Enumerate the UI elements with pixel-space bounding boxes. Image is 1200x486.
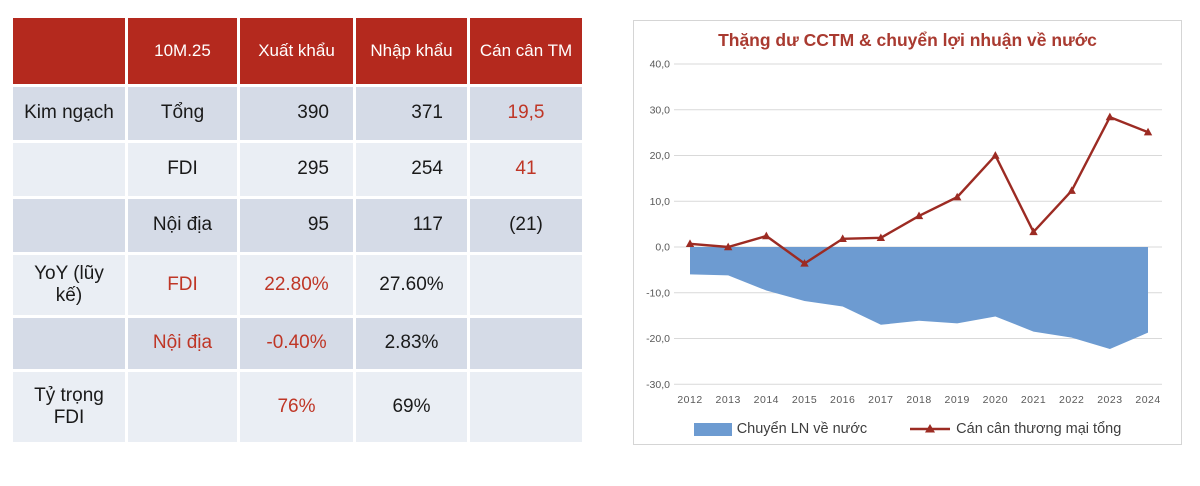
table-cell: 390 (240, 87, 353, 140)
legend-label-line: Cán cân thương mại tổng (956, 421, 1122, 437)
chart-legend: Chuyển LN về nước Cán cân thương mại tổn… (634, 421, 1181, 437)
table-row: FDI 295 254 41 (13, 143, 582, 196)
legend-item-line: Cán cân thương mại tổng (909, 421, 1121, 437)
table-row: YoY (lũy kế) FDI 22.80% 27.60% (13, 255, 582, 315)
table-cell: 19,5 (470, 87, 582, 140)
svg-text:-30,0: -30,0 (646, 379, 670, 391)
table-cell (13, 318, 125, 369)
line-marker-icon (910, 424, 951, 433)
table-cell: (21) (470, 199, 582, 252)
line-series (689, 115, 1149, 265)
svg-text:2023: 2023 (1097, 394, 1122, 406)
table-cell: 76% (240, 372, 353, 442)
svg-text:2019: 2019 (945, 394, 970, 406)
table-row: Tỷ trọng FDI 76% 69% (13, 372, 582, 442)
table-cell (13, 143, 125, 196)
svg-text:2024: 2024 (1135, 394, 1160, 406)
table-header-cell: Xuất khẩu (240, 18, 353, 84)
table-cell: FDI (128, 255, 237, 315)
svg-text:10,0: 10,0 (650, 196, 671, 208)
table-row: Nội địa -0.40% 2.83% (13, 318, 582, 369)
table-cell (470, 255, 582, 315)
svg-text:2018: 2018 (906, 394, 931, 406)
svg-text:2021: 2021 (1021, 394, 1046, 406)
area-series (690, 247, 1148, 349)
table-row: Kim ngạch Tổng 390 371 19,5 (13, 87, 582, 140)
table-cell (13, 199, 125, 252)
chart-card: Thặng dư CCTM & chuyển lợi nhuận về nước… (633, 20, 1182, 445)
y-axis-labels: 40,0 30,0 20,0 10,0 0,0 -10,0 -20,0 -30,0 (646, 59, 670, 391)
table-cell: 69% (356, 372, 467, 442)
table-cell (470, 318, 582, 369)
svg-text:2017: 2017 (868, 394, 893, 406)
x-axis-labels: 2012 2013 2014 2015 2016 2017 2018 2019 2020 2021… (677, 394, 1160, 406)
table-cell: 295 (240, 143, 353, 196)
svg-text:20,0: 20,0 (650, 150, 671, 162)
svg-text:2013: 2013 (715, 394, 740, 406)
svg-text:2020: 2020 (983, 394, 1008, 406)
table-header-cell: Cán cân TM (470, 18, 582, 84)
table-cell (128, 372, 237, 442)
table-cell: 22.80% (240, 255, 353, 315)
table-cell: Tỷ trọng FDI (13, 372, 125, 442)
svg-text:2012: 2012 (677, 394, 702, 406)
table-cell: FDI (128, 143, 237, 196)
svg-text:2016: 2016 (830, 394, 855, 406)
table-cell: 27.60% (356, 255, 467, 315)
svg-text:30,0: 30,0 (650, 104, 671, 116)
table-cell: Kim ngạch (13, 87, 125, 140)
svg-text:2022: 2022 (1059, 394, 1084, 406)
svg-text:2014: 2014 (754, 394, 779, 406)
table-cell: 41 (470, 143, 582, 196)
trade-summary-table: 10M.25 Xuất khẩu Nhập khẩu Cán cân TM Kim ng… (10, 15, 585, 445)
table-cell: YoY (lũy kế) (13, 255, 125, 315)
legend-item-area: Chuyển LN về nước (693, 421, 868, 437)
table-cell: Nội địa (128, 318, 237, 369)
svg-text:40,0: 40,0 (650, 59, 671, 71)
legend-label-area: Chuyển LN về nước (736, 421, 868, 437)
svg-text:0,0: 0,0 (655, 242, 670, 254)
table-cell: 95 (240, 199, 353, 252)
table-cell: Nội địa (128, 199, 237, 252)
table-cell: 371 (356, 87, 467, 140)
area-swatch-icon (693, 422, 732, 436)
table-cell: Tổng (128, 87, 237, 140)
table-cell (470, 372, 582, 442)
svg-text:-10,0: -10,0 (646, 287, 670, 299)
table-cell: 2.83% (356, 318, 467, 369)
table-cell: 117 (356, 199, 467, 252)
chart-title: Thặng dư CCTM & chuyển lợi nhuận về nước (718, 30, 1097, 50)
table-header-cell (13, 18, 125, 84)
line-markers (685, 112, 1153, 267)
table-row: Nội địa 95 117 (21) (13, 199, 582, 252)
table-cell: 254 (356, 143, 467, 196)
table-cell: -0.40% (240, 318, 353, 369)
table-header-cell: 10M.25 (128, 18, 237, 84)
svg-text:2015: 2015 (792, 394, 817, 406)
table-header-cell: Nhập khẩu (356, 18, 467, 84)
svg-text:-20,0: -20,0 (646, 333, 670, 345)
